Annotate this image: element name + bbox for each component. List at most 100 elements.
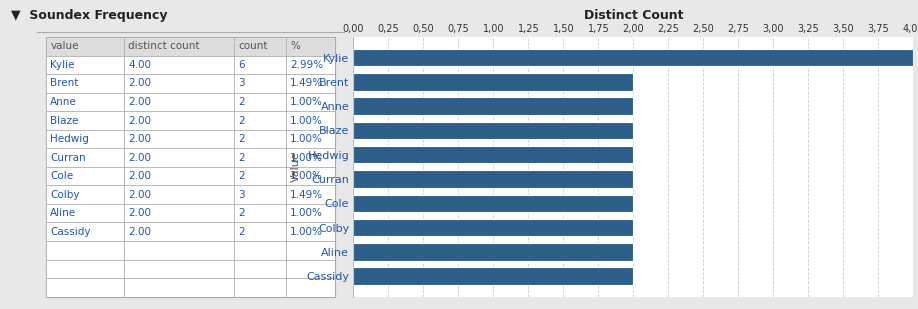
- Bar: [124, 167, 234, 185]
- Bar: [124, 241, 234, 260]
- Text: 1.00%: 1.00%: [290, 153, 323, 163]
- Text: 3: 3: [238, 78, 245, 88]
- X-axis label: Distinct Count: Distinct Count: [584, 9, 683, 22]
- Text: %: %: [290, 41, 300, 51]
- Text: 1.00%: 1.00%: [290, 171, 323, 181]
- Text: 1.49%: 1.49%: [290, 78, 323, 88]
- Text: 6: 6: [238, 60, 245, 70]
- Bar: [234, 93, 285, 111]
- Bar: [285, 37, 335, 56]
- Bar: [234, 241, 285, 260]
- Bar: [353, 122, 633, 139]
- Text: 2.00: 2.00: [129, 153, 151, 163]
- Bar: [285, 111, 335, 130]
- Bar: [124, 93, 234, 111]
- Bar: [353, 97, 633, 115]
- Text: value: value: [50, 41, 79, 51]
- Bar: [353, 49, 913, 66]
- Text: 2.99%: 2.99%: [290, 60, 323, 70]
- Text: 2.00: 2.00: [129, 227, 151, 237]
- Bar: [285, 241, 335, 260]
- Bar: [46, 278, 124, 297]
- Text: 1.00%: 1.00%: [290, 134, 323, 144]
- Bar: [46, 93, 124, 111]
- Text: Curran: Curran: [50, 153, 86, 163]
- Bar: [124, 74, 234, 93]
- Text: Brent: Brent: [50, 78, 79, 88]
- Bar: [234, 111, 285, 130]
- Bar: [124, 185, 234, 204]
- Bar: [353, 170, 633, 188]
- Text: Blaze: Blaze: [50, 116, 79, 125]
- Bar: [353, 219, 633, 236]
- Bar: [124, 222, 234, 241]
- Bar: [234, 278, 285, 297]
- Text: 2.00: 2.00: [129, 171, 151, 181]
- Bar: [353, 146, 633, 163]
- Text: Hedwig: Hedwig: [50, 134, 89, 144]
- Bar: [46, 222, 124, 241]
- Bar: [46, 148, 124, 167]
- Bar: [124, 278, 234, 297]
- Bar: [124, 37, 234, 56]
- Text: count: count: [238, 41, 268, 51]
- Text: 2: 2: [238, 227, 245, 237]
- Text: 2.00: 2.00: [129, 97, 151, 107]
- Text: 2: 2: [238, 153, 245, 163]
- Bar: [353, 73, 633, 91]
- Bar: [234, 56, 285, 74]
- Bar: [353, 243, 633, 260]
- Text: ▼  Soundex Frequency: ▼ Soundex Frequency: [11, 9, 167, 22]
- Bar: [285, 148, 335, 167]
- Bar: [234, 167, 285, 185]
- Bar: [285, 93, 335, 111]
- Text: 2.00: 2.00: [129, 208, 151, 218]
- Bar: [234, 222, 285, 241]
- Bar: [285, 222, 335, 241]
- Text: 2.00: 2.00: [129, 116, 151, 125]
- Bar: [46, 130, 124, 148]
- Bar: [234, 204, 285, 222]
- Bar: [46, 204, 124, 222]
- Bar: [285, 56, 335, 74]
- Bar: [285, 74, 335, 93]
- Bar: [285, 185, 335, 204]
- Text: 2.00: 2.00: [129, 190, 151, 200]
- Text: 1.00%: 1.00%: [290, 97, 323, 107]
- Text: 2.00: 2.00: [129, 134, 151, 144]
- Text: 4.00: 4.00: [129, 60, 151, 70]
- Bar: [234, 74, 285, 93]
- Bar: [124, 130, 234, 148]
- Bar: [46, 185, 124, 204]
- Bar: [234, 37, 285, 56]
- Text: Colby: Colby: [50, 190, 80, 200]
- Text: 2: 2: [238, 97, 245, 107]
- Text: 1.49%: 1.49%: [290, 190, 323, 200]
- Text: Anne: Anne: [50, 97, 77, 107]
- Bar: [285, 204, 335, 222]
- Bar: [46, 74, 124, 93]
- Bar: [353, 267, 633, 285]
- Bar: [285, 278, 335, 297]
- Bar: [124, 260, 234, 278]
- Bar: [124, 111, 234, 130]
- Bar: [46, 37, 124, 56]
- Text: 2: 2: [238, 134, 245, 144]
- Bar: [46, 167, 124, 185]
- Bar: [46, 56, 124, 74]
- Text: Cole: Cole: [50, 171, 73, 181]
- Text: 3: 3: [238, 190, 245, 200]
- Text: Cassidy: Cassidy: [50, 227, 91, 237]
- Text: Aline: Aline: [50, 208, 76, 218]
- Bar: [234, 148, 285, 167]
- Bar: [234, 260, 285, 278]
- Bar: [46, 260, 124, 278]
- Text: 1.00%: 1.00%: [290, 227, 323, 237]
- Text: Kylie: Kylie: [50, 60, 74, 70]
- Y-axis label: Value: Value: [291, 151, 301, 182]
- Bar: [124, 56, 234, 74]
- Text: 1.00%: 1.00%: [290, 208, 323, 218]
- Bar: [353, 195, 633, 212]
- Text: 1.00%: 1.00%: [290, 116, 323, 125]
- Text: 2: 2: [238, 208, 245, 218]
